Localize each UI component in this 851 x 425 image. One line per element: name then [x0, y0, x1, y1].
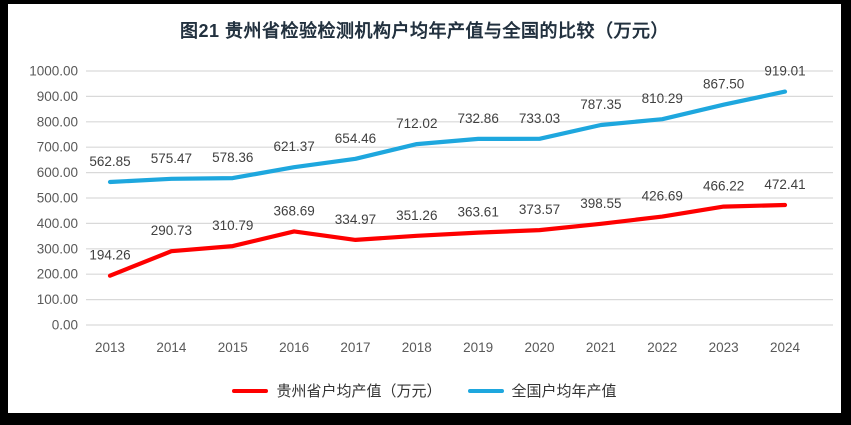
x-axis-tick-label: 2022 — [647, 340, 677, 355]
x-axis-tick-label: 2023 — [709, 340, 739, 355]
y-axis-tick-label: 500.00 — [37, 191, 78, 206]
data-label: 562.85 — [89, 154, 130, 169]
data-label: 363.61 — [458, 205, 499, 220]
x-axis-tick-label: 2013 — [95, 340, 125, 355]
chart-legend: 贵州省户均产值（万元） 全国户均年产值 — [8, 380, 841, 401]
legend-label-national: 全国户均年产值 — [511, 383, 617, 400]
x-axis-tick-label: 2015 — [218, 340, 248, 355]
data-label: 575.47 — [151, 151, 192, 166]
chart-canvas: 图21 贵州省检验检测机构户均年产值与全国的比较（万元） 0.00 100.00 2… — [8, 4, 841, 413]
data-label: 368.69 — [273, 203, 314, 218]
data-label: 787.35 — [580, 97, 621, 112]
line-chart: 0.00 100.00 200.00 300.00 400.00 500.00 600.00… — [29, 64, 833, 355]
data-label: 732.86 — [458, 111, 499, 126]
y-axis-tick-label: 800.00 — [37, 114, 78, 129]
legend-item-national: 全国户均年产值 — [467, 380, 617, 401]
series-line-0 — [107, 202, 788, 278]
x-axis-tick-label: 2020 — [525, 340, 555, 355]
data-label: 351.26 — [396, 208, 437, 223]
data-label: 919.01 — [764, 64, 805, 79]
data-label: 334.97 — [335, 212, 376, 227]
data-label: 426.69 — [642, 189, 683, 204]
x-axis-tick-label: 2017 — [340, 340, 370, 355]
legend-label-guizhou: 贵州省户均产值（万元） — [276, 383, 442, 400]
legend-item-guizhou: 贵州省户均产值（万元） — [232, 380, 442, 401]
y-axis-tick-label: 400.00 — [37, 216, 78, 231]
y-axis-tick-label: 300.00 — [37, 241, 78, 256]
data-label: 810.29 — [642, 91, 683, 106]
x-axis-tick-label: 2014 — [156, 340, 187, 355]
y-axis-tick-label: 900.00 — [37, 89, 78, 104]
data-label: 290.73 — [151, 223, 192, 238]
y-axis-tick-label: 200.00 — [37, 267, 78, 282]
data-label: 310.79 — [212, 218, 253, 233]
data-label: 578.36 — [212, 150, 253, 165]
data-label: 867.50 — [703, 77, 744, 92]
data-label: 398.55 — [580, 196, 621, 211]
legend-line-swatch-blue — [467, 388, 504, 393]
data-label: 472.41 — [764, 177, 805, 192]
y-axis-tick-label: 100.00 — [37, 292, 78, 307]
x-axis-tick-label: 2021 — [586, 340, 616, 355]
x-axis-tick-label: 2016 — [279, 340, 309, 355]
data-label: 712.02 — [396, 116, 437, 131]
data-label: 466.22 — [703, 179, 744, 194]
x-axis-tick-label: 2024 — [770, 340, 801, 355]
legend-line-swatch-red — [232, 388, 269, 393]
x-axis-tick-label: 2019 — [463, 340, 493, 355]
y-axis-tick-label: 0.00 — [52, 318, 78, 333]
chart-title: 图21 贵州省检验检测机构户均年产值与全国的比较（万元） — [179, 21, 670, 41]
y-axis-tick-label: 700.00 — [37, 140, 78, 155]
y-axis-tick-label: 1000.00 — [29, 64, 78, 79]
data-label: 194.26 — [89, 248, 130, 263]
series-line-1 — [107, 89, 788, 185]
x-axis-tick-label: 2018 — [402, 340, 432, 355]
data-label: 733.03 — [519, 111, 560, 126]
data-label: 654.46 — [335, 131, 376, 146]
data-label: 621.37 — [273, 139, 314, 154]
data-label: 373.57 — [519, 202, 560, 217]
y-axis-tick-label: 600.00 — [37, 165, 78, 180]
